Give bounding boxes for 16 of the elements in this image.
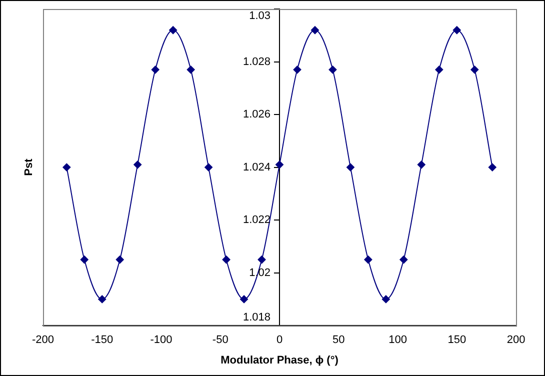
y-axis-title: Pst: [23, 158, 36, 176]
y-tick-label: 1.028: [242, 56, 270, 68]
x-tick-label: -50: [212, 334, 228, 346]
x-tick-label: -200: [32, 334, 54, 346]
y-tick-label: 1.018: [242, 312, 270, 324]
x-tick-label: 200: [506, 334, 526, 346]
x-tick-label: -150: [91, 334, 114, 346]
y-tick-label: 1.03: [249, 10, 270, 22]
x-tick-label: -100: [150, 334, 172, 346]
y-tick-label: 1.024: [242, 161, 270, 174]
x-tick-label: 50: [332, 334, 345, 346]
x-tick-label: 100: [388, 334, 407, 346]
x-tick-label: 150: [448, 334, 466, 346]
y-tick-label: 1.026: [242, 108, 270, 121]
x-axis-title: Modulator Phase, ϕ (°): [220, 354, 339, 366]
x-tick-label: 0: [276, 334, 283, 346]
